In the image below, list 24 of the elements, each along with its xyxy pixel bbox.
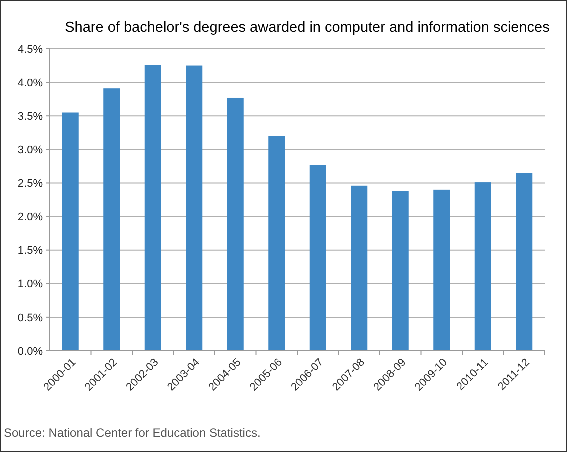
bar	[268, 136, 286, 351]
y-tick-label: 2.5%	[18, 178, 44, 190]
bar	[474, 182, 492, 351]
bar	[434, 190, 450, 351]
y-tick-label: 1.5%	[18, 245, 44, 258]
bar	[62, 112, 79, 351]
y-tick-label: 3.5%	[18, 110, 44, 123]
y-tick-label: 4.5%	[18, 44, 44, 56]
bar	[144, 65, 162, 351]
y-tick-label: 2.0%	[18, 212, 44, 224]
bar	[516, 173, 533, 351]
y-tick-label: 3.0%	[18, 144, 44, 157]
bar	[351, 186, 368, 351]
y-tick-label: 0.0%	[18, 346, 44, 358]
y-tick-label: 0.5%	[18, 312, 44, 324]
bar	[227, 98, 244, 351]
bar	[310, 165, 326, 351]
bar	[186, 66, 203, 351]
y-tick-label: 1.0%	[18, 278, 44, 291]
y-tick-label: 4.0%	[18, 77, 44, 90]
bar	[104, 88, 120, 351]
chart-title: Share of bachelor's degrees awarded in computer and information sciences	[65, 20, 550, 36]
source-note: Source: National Center for Education Statistics.	[4, 426, 261, 440]
bar	[392, 191, 409, 351]
